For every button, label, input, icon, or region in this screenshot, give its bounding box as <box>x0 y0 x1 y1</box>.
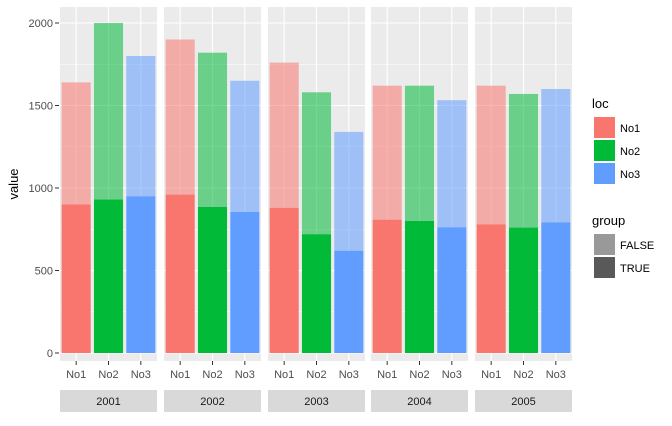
bar-2002-No3-false <box>230 80 260 212</box>
bar-2005-No3-true <box>541 222 571 353</box>
legend-key-FALSE <box>594 234 615 255</box>
bar-2004-No1-false <box>372 85 402 220</box>
facet-strip <box>268 390 365 412</box>
y-tick-label: 500 <box>35 266 53 278</box>
bar-2005-No3-false <box>541 89 571 223</box>
x-tick-label: No1 <box>170 369 190 381</box>
x-tick-label: No3 <box>546 369 566 381</box>
facet-strip-label: 2003 <box>304 396 328 408</box>
x-tick-label: No3 <box>131 369 151 381</box>
legend-title-group: group <box>592 213 625 228</box>
bar-2003-No3-true <box>334 250 364 353</box>
x-tick-label: No3 <box>442 369 462 381</box>
facet-strip-label: 2001 <box>96 396 120 408</box>
bar-2004-No2-true <box>404 221 435 353</box>
facet-strip <box>371 390 468 412</box>
x-tick-label: No2 <box>409 369 429 381</box>
facet-strip-label: 2002 <box>200 396 224 408</box>
x-tick-label: No3 <box>339 369 359 381</box>
y-axis-title: value <box>6 168 21 199</box>
y-tick-label: 1500 <box>29 101 53 113</box>
bar-2004-No3-true <box>437 227 467 353</box>
legend-title-loc: loc <box>592 96 609 111</box>
bar-2002-No1-false <box>165 39 195 195</box>
bar-2003-No1-true <box>269 207 299 353</box>
bar-2002-No2-false <box>197 52 228 207</box>
bar-2005-No2-false <box>508 93 539 228</box>
bar-2005-No1-false <box>476 85 506 225</box>
x-tick-label: No2 <box>306 369 326 381</box>
bar-2003-No2-true <box>301 234 332 353</box>
x-tick-label: No3 <box>235 369 255 381</box>
x-tick-label: No2 <box>98 369 118 381</box>
legend-label: No1 <box>620 123 640 135</box>
legend-label: TRUE <box>620 263 650 275</box>
legend-key-No3 <box>594 163 615 184</box>
facet-strip-label: 2005 <box>511 396 535 408</box>
legend-key-TRUE <box>594 257 615 278</box>
bar-2004-No1-true <box>372 219 402 353</box>
y-tick-label: 0 <box>47 348 53 360</box>
x-tick-label: No2 <box>202 369 222 381</box>
y-tick-label: 2000 <box>29 18 53 30</box>
facet-strip <box>475 390 572 412</box>
bar-2001-No3-false <box>126 56 156 197</box>
legend-key-No2 <box>594 140 615 161</box>
legend-label: No2 <box>620 146 640 158</box>
legend-label: FALSE <box>620 240 654 252</box>
y-tick-label: 1000 <box>29 183 53 195</box>
bar-2003-No3-false <box>334 131 364 251</box>
facet-strip <box>164 390 261 412</box>
bar-2004-No2-false <box>404 85 435 221</box>
bar-2001-No1-true <box>61 204 91 353</box>
bar-2002-No3-true <box>230 211 260 353</box>
facet-strip <box>60 390 157 412</box>
x-tick-label: No1 <box>377 369 397 381</box>
x-tick-label: No1 <box>274 369 294 381</box>
bar-2002-No2-true <box>197 206 228 353</box>
bar-2001-No2-false <box>93 23 124 200</box>
bar-2002-No1-true <box>165 194 195 353</box>
facet-strip-label: 2004 <box>407 396 431 408</box>
legend-key-No1 <box>594 117 615 138</box>
x-tick-label: No2 <box>513 369 533 381</box>
bar-2003-No1-false <box>269 62 299 208</box>
legend-label: No3 <box>620 169 640 181</box>
bar-2001-No1-false <box>61 82 91 205</box>
x-tick-label: No1 <box>66 369 86 381</box>
bar-2004-No3-false <box>437 100 467 228</box>
x-tick-label: No1 <box>481 369 501 381</box>
bar-2001-No2-true <box>93 199 124 353</box>
bar-2005-No1-true <box>476 224 506 353</box>
bar-2005-No2-true <box>508 227 539 353</box>
bar-2003-No2-false <box>301 92 332 235</box>
bar-2001-No3-true <box>126 196 156 353</box>
